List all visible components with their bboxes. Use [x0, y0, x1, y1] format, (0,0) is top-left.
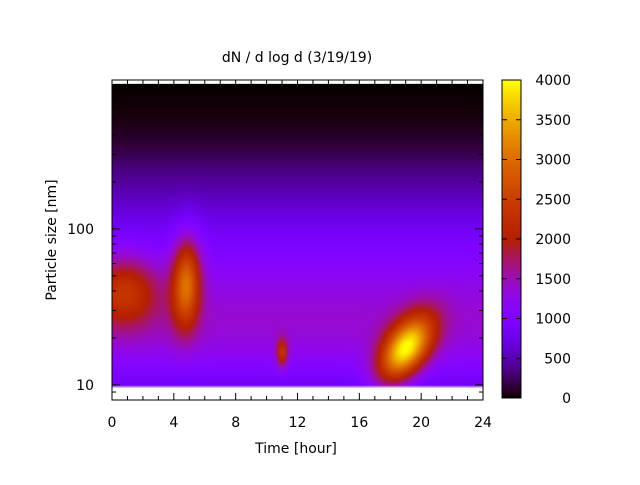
x-tick-label: 4: [169, 415, 178, 431]
chart-title: dN / d log d (3/19/19): [222, 50, 372, 66]
y-tick-label: 100: [67, 222, 94, 238]
x-tick-label: 24: [474, 415, 492, 431]
x-tick-label: 0: [108, 415, 117, 431]
y-tick-label: 10: [76, 378, 94, 394]
x-tick-label: 20: [412, 415, 430, 431]
colorbar-tick-label: 2000: [535, 232, 571, 248]
x-tick-label: 16: [350, 415, 368, 431]
colorbar-tick-label: 1500: [535, 272, 571, 288]
colorbar-tick-label: 1000: [535, 312, 571, 328]
colorbar-tick-label: 2500: [535, 192, 571, 208]
x-tick-label: 8: [231, 415, 240, 431]
colorbar-tick-label: 4000: [535, 73, 571, 89]
x-axis-label: Time [hour]: [254, 441, 337, 457]
x-tick-label: 12: [289, 415, 307, 431]
y-axis-label: Particle size [nm]: [44, 179, 60, 300]
colorbar-axis: 0 500 1000 1500 2000 2500 3000 3500 4000: [502, 73, 571, 407]
y-axis: 10 100: [67, 79, 483, 401]
colorbar-tick-label: 500: [544, 351, 571, 367]
colorbar: 0 500 1000 1500 2000 2500 3000 3500 4000: [501, 73, 571, 407]
plot-area: [111, 79, 484, 401]
colorbar-tick-label: 0: [562, 391, 571, 407]
colorbar-tick-label: 3000: [535, 153, 571, 169]
x-axis: 0 4 8 12 16 20 24: [108, 80, 492, 431]
heatmap-image: [112, 83, 483, 393]
colorbar-tick-label: 3500: [535, 113, 571, 129]
